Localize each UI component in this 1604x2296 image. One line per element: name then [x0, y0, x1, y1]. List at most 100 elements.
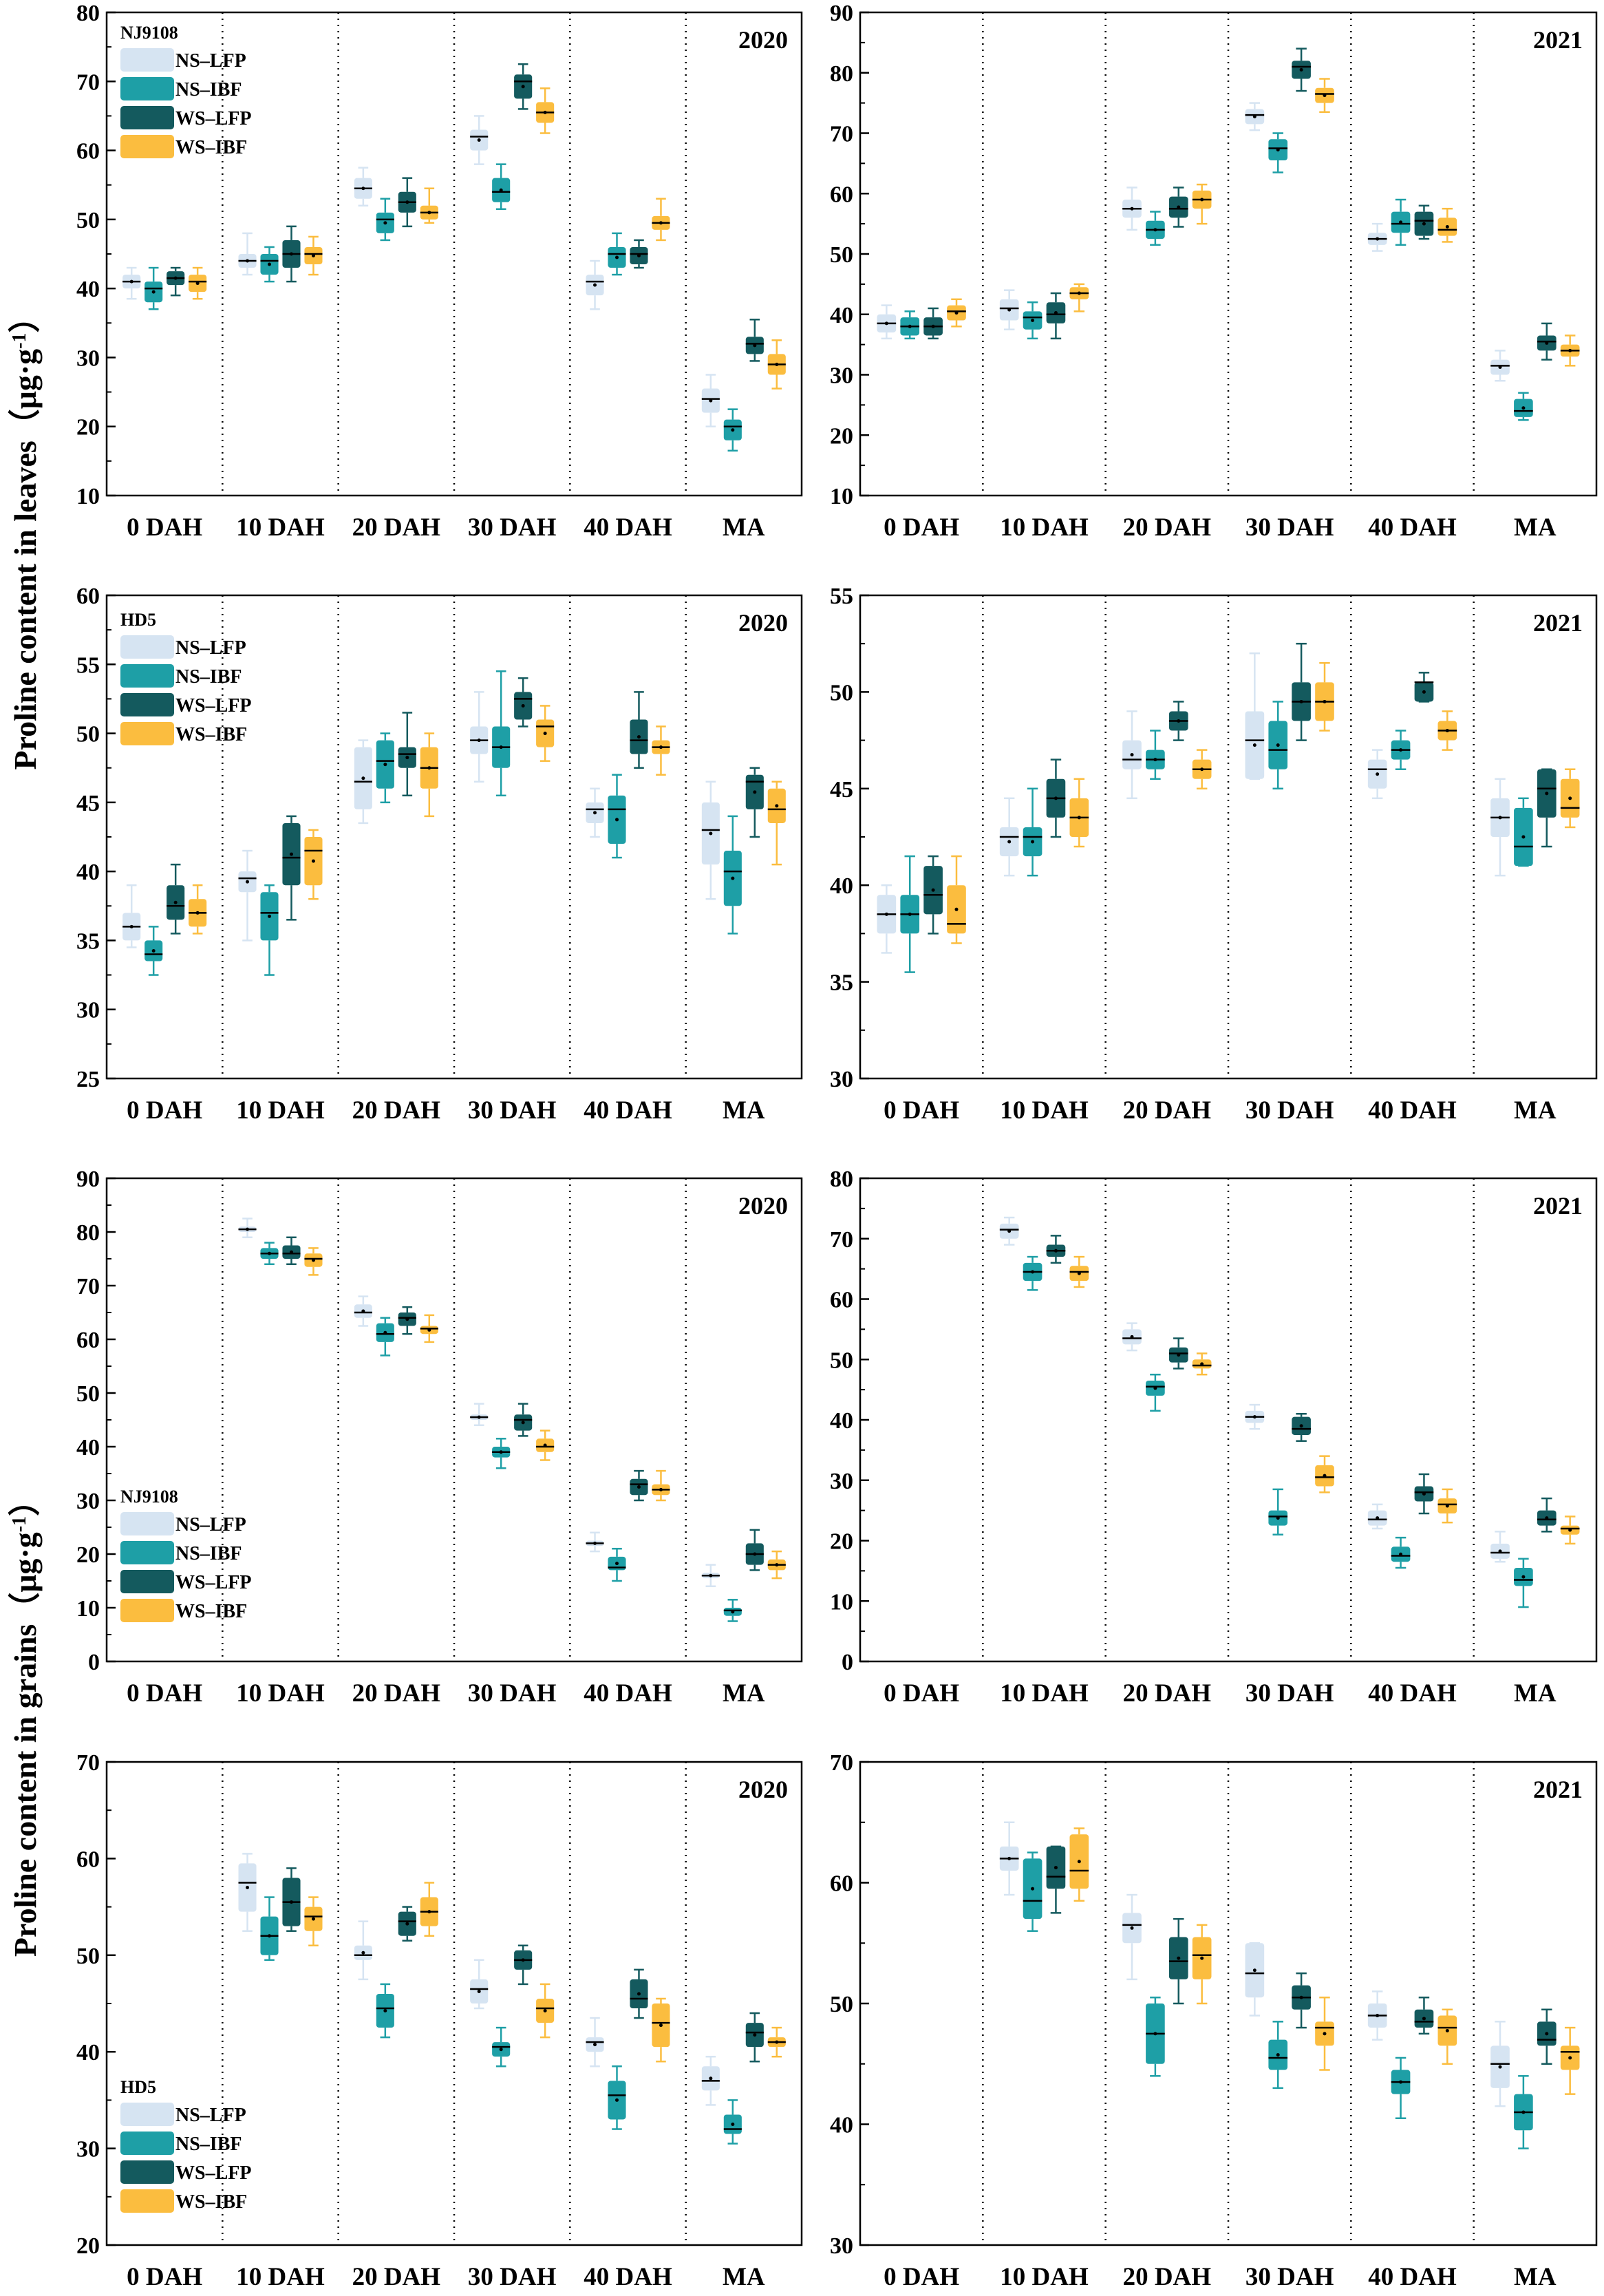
box-wsibf-1	[304, 235, 323, 276]
mean-dot	[289, 1900, 293, 1904]
mean-dot	[1299, 67, 1303, 72]
mean-dot	[775, 1563, 779, 1567]
box-wslfp-1	[282, 1867, 301, 1932]
box-nsibf-2	[376, 1983, 394, 2039]
mean-dot	[1545, 341, 1549, 345]
box-wsibf-2	[1192, 749, 1212, 790]
box-wslfp-3	[514, 1944, 533, 1986]
box-wslfp-5	[745, 319, 764, 362]
mean-dot	[427, 1910, 431, 1914]
box-wslfp-3	[1292, 642, 1311, 741]
box-nslfp-0	[877, 304, 897, 340]
year-label: 2021	[1533, 26, 1583, 54]
box-wsibf-5	[1560, 768, 1580, 829]
mean-dot	[884, 912, 888, 916]
box-nsibf-4	[1391, 198, 1411, 246]
box-nslfp-3	[1245, 102, 1265, 131]
mean-dot	[311, 859, 315, 863]
mean-dot	[1545, 2032, 1549, 2036]
mean-dot	[151, 290, 156, 294]
box-wsibf-4	[652, 198, 670, 242]
y-tick-label: 45	[76, 791, 100, 816]
y-tick-label: 45	[830, 777, 853, 802]
mean-dot	[499, 1450, 503, 1454]
y-tick-label: 50	[76, 1944, 100, 1969]
y-tick-label: 20	[76, 2233, 100, 2259]
mean-dot	[246, 1886, 250, 1890]
mean-dot	[246, 259, 250, 263]
mean-dot	[1521, 835, 1526, 839]
box-wsibf-4	[652, 1469, 670, 1502]
y-tick-label: 70	[830, 122, 853, 147]
x-tick-label: 0 DAH	[884, 513, 959, 542]
y-tick-label: 55	[830, 584, 853, 609]
y-tick-label: 40	[76, 2040, 100, 2065]
box-wsibf-1	[304, 1247, 323, 1276]
box-nslfp-4	[586, 259, 604, 310]
x-tick-label: 10 DAH	[1000, 513, 1089, 542]
mean-dot	[931, 888, 935, 892]
mean-dot	[1177, 205, 1181, 209]
legend-label: NS–IBF	[175, 79, 242, 100]
mean-dot	[1445, 2028, 1449, 2032]
box-nslfp-2	[1122, 1893, 1142, 1981]
mean-dot	[1376, 772, 1380, 776]
panel-leaves-hd5-2020: 25 30 35 40 45 50 55 60 0 DAH 10 DAH 20 DAH 30 DAH 4…	[76, 584, 803, 1125]
x-tick-label: 10 DAH	[1000, 1096, 1089, 1125]
box-nsibf-1	[260, 1896, 279, 1962]
box-nslfp-1	[238, 232, 257, 276]
legend-swatch	[120, 135, 174, 158]
mean-dot	[1521, 406, 1526, 410]
mean-dot	[1054, 1248, 1058, 1253]
mean-dot	[1376, 237, 1380, 241]
legend-swatch	[120, 1541, 174, 1564]
y-tick-label: 70	[76, 1274, 100, 1299]
mean-dot	[521, 703, 525, 708]
y-tick-label: 50	[830, 242, 853, 268]
mean-dot	[593, 811, 597, 815]
year-label: 2020	[738, 26, 788, 54]
box-nslfp-3	[1245, 652, 1265, 780]
box-nsibf-1	[260, 884, 279, 976]
mean-dot	[1376, 2014, 1380, 2018]
x-tick-label: 20 DAH	[352, 1096, 441, 1125]
mean-dot	[521, 85, 525, 89]
box-nsibf-1	[260, 246, 279, 283]
mean-dot	[1323, 699, 1327, 703]
mean-dot	[954, 311, 959, 315]
y-tick-label: 80	[76, 1220, 100, 1246]
x-tick-label: 40 DAH	[1368, 2263, 1457, 2291]
box-nslfp-4	[1367, 222, 1387, 252]
mean-dot	[1445, 1504, 1449, 1508]
mean-dot	[129, 279, 133, 284]
y-tick-label: 60	[76, 1847, 100, 1872]
y-tick-label: 35	[830, 970, 853, 996]
panel-leaves-hd5-2021: 30 35 40 45 50 55 0 DAH 10 DAH 20 DAH 30 DAH 40 DA…	[830, 584, 1598, 1125]
mean-dot	[1498, 365, 1502, 370]
box-wsibf-0	[947, 298, 966, 328]
box-nslfp-4	[1367, 749, 1387, 800]
legend-swatch	[120, 2103, 174, 2126]
box-wsibf-1	[1069, 1255, 1089, 1288]
mean-dot	[1545, 791, 1549, 796]
box-wslfp-3	[1292, 1972, 1311, 2029]
box-wsibf-3	[536, 705, 555, 762]
box-wsibf-4	[1437, 207, 1457, 243]
box-nsibf-5	[723, 1599, 742, 1622]
mean-dot	[1130, 206, 1134, 211]
x-tick-label: 10 DAH	[1000, 1679, 1089, 1708]
box-wslfp-0	[923, 855, 943, 935]
box-wslfp-5	[745, 767, 764, 838]
box-wsibf-1	[304, 1896, 323, 1947]
x-tick-label: 40 DAH	[1368, 1679, 1457, 1708]
mean-dot	[1130, 753, 1134, 757]
mean-dot	[731, 876, 735, 880]
mean-dot	[1153, 758, 1157, 762]
box-wsibf-3	[536, 87, 555, 134]
box-wsibf-2	[420, 187, 438, 224]
mean-dot	[477, 138, 481, 142]
mean-dot	[543, 1443, 547, 1447]
box-wsibf-1	[1069, 283, 1089, 312]
x-tick-label: MA	[723, 1679, 765, 1708]
box-nslfp-2	[354, 739, 372, 825]
